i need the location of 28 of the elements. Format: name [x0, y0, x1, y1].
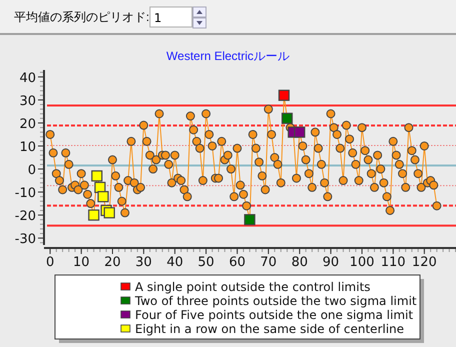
x-tick-label: 50: [198, 255, 214, 270]
legend-item: Four of Five points outside the one sigma limit: [120, 308, 414, 322]
legend-item: A single point outside the control limits: [120, 280, 370, 294]
x-tick-label: 20: [104, 255, 121, 270]
y-tick-label: 30: [19, 94, 36, 109]
text: 平均値の系列のピリオド:: [14, 10, 150, 24]
y-tick-label: -10: [14, 186, 36, 202]
y-tick-label: -20: [14, 209, 36, 224]
y-tick-label: 40: [19, 70, 36, 86]
x-tick-label: 120: [412, 255, 437, 270]
x-tick-label: 30: [135, 255, 152, 270]
y-tick-label: 20: [19, 116, 36, 132]
x-tick-label: 100: [350, 255, 374, 270]
x-tick-label: 40: [166, 255, 184, 270]
text: 1: [154, 11, 162, 25]
x-tick-label: 10: [73, 255, 90, 270]
y-tick-label: -30: [14, 232, 36, 248]
x-tick-label: 110: [380, 255, 406, 270]
x-tick-label: 0: [46, 255, 54, 270]
x-tick-label: 80: [291, 255, 308, 270]
y-tick-label: 10: [19, 140, 36, 155]
x-tick-label: 60: [228, 255, 246, 270]
x-tick-label: 70: [260, 255, 277, 270]
x-tick-label: 90: [322, 255, 340, 270]
chart-title: Western Electricルール: [166, 49, 290, 63]
legend-item: Eight in a row on the same side of centerline: [120, 322, 404, 336]
y-tick-label: 0: [28, 163, 36, 178]
legend-item: Two of three points outside the two sigma limit: [120, 294, 417, 308]
